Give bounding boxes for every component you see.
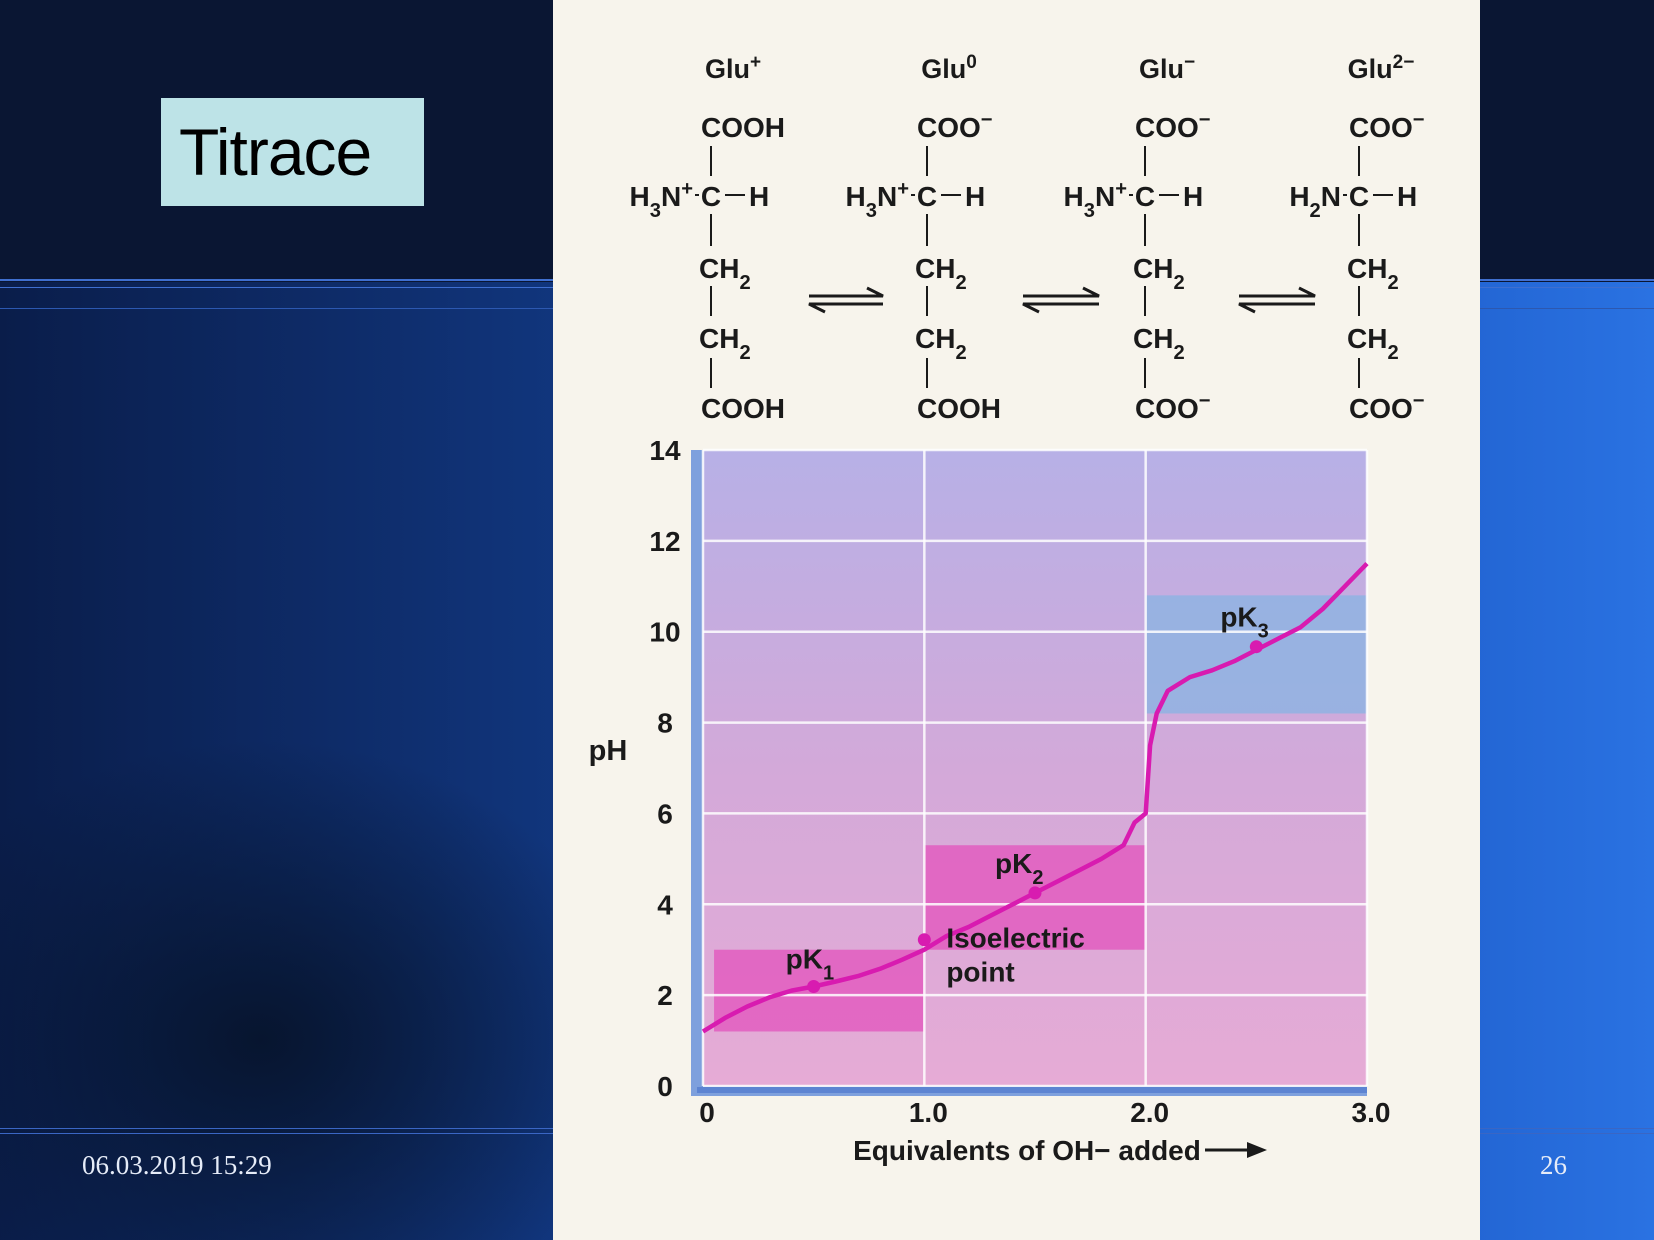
top-group: COO− (1135, 109, 1211, 143)
buffer-band (1145, 595, 1367, 714)
hydrogen: H (965, 181, 985, 212)
slide-page-number: 26 (1540, 1150, 1567, 1180)
hydrogen: H (1397, 181, 1417, 212)
top-group: COO− (1349, 109, 1425, 143)
structure-4: Glu2− COO− H2N C H CH2 CH2 COO− (1289, 52, 1424, 425)
amino-group: H2N (1289, 181, 1341, 222)
structure-2: Glu0 COO− H3N+ C H CH2 CH2 COOH (846, 52, 1002, 425)
y-axis-label: pH (589, 735, 628, 767)
slide-title: Titrace (179, 115, 372, 189)
hydrogen: H (1183, 181, 1203, 212)
titration-figure: Glu+ COOH H3N+ C H CH2 CH2 COOH Glu0 COO− H3N+ C H CH… (553, 0, 1480, 1240)
methylene-group: CH2 (1347, 253, 1399, 294)
methylene-group: CH2 (1133, 253, 1185, 294)
methylene-group: CH2 (699, 253, 751, 294)
pk-point (1249, 640, 1263, 654)
y-tick-label: 10 (649, 617, 680, 648)
structure-name: Glu0 (921, 52, 977, 85)
top-group: COOH (701, 112, 785, 143)
methylene-group: CH2 (1347, 323, 1399, 364)
methylene-group: CH2 (915, 253, 967, 294)
x-tick-label: 1.0 (909, 1097, 948, 1128)
alpha-carbon: C (1349, 181, 1369, 212)
pk-label: pK2 (995, 848, 1043, 889)
pk-point (1028, 886, 1042, 900)
pk-label: pK1 (786, 944, 834, 985)
isoelectric-point-label: Isoelectric point (946, 923, 1085, 988)
y-tick-label: 4 (657, 889, 673, 920)
y-tick-label: 6 (657, 798, 673, 829)
methylene-group: CH2 (699, 323, 751, 364)
pk-label: pK3 (1220, 602, 1268, 643)
side-chain-carboxyl: COOH (701, 393, 785, 424)
structure-name: Glu2− (1348, 52, 1415, 85)
equilibrium-arrow-icon (808, 286, 884, 314)
x-axis-label: Equivalents of OH− added (853, 1135, 1201, 1166)
amino-group: H3N+ (1064, 178, 1127, 222)
x-tick-label: 0 (699, 1097, 715, 1128)
pk-point (807, 980, 821, 994)
arrowhead-icon (1247, 1142, 1267, 1158)
structure-name: Glu− (1139, 52, 1195, 85)
x-tick-label: 2.0 (1130, 1097, 1169, 1128)
y-tick-label: 0 (657, 1071, 673, 1102)
equilibrium-arrow-icon (1022, 286, 1100, 314)
y-tick-label: 2 (657, 980, 673, 1011)
structure-name: Glu+ (705, 52, 761, 85)
side-chain-carboxyl: COO− (1135, 390, 1211, 424)
y-tick-label: 14 (649, 435, 681, 466)
structure-1: Glu+ COOH H3N+ C H CH2 CH2 COOH (630, 52, 786, 425)
y-tick-label: 12 (649, 526, 680, 557)
x-tick-label: 3.0 (1352, 1097, 1391, 1128)
equilibrium-arrows (808, 286, 1316, 314)
side-chain-carboxyl: COO− (1349, 390, 1425, 424)
titration-curve (701, 562, 1369, 1034)
slide-date: 06.03.2019 15:29 (82, 1150, 272, 1180)
amino-group: H3N+ (846, 178, 909, 222)
side-chain-carboxyl: COOH (917, 393, 1001, 424)
y-tick-label: 8 (657, 708, 673, 739)
equilibrium-arrow-icon (1238, 286, 1316, 314)
alpha-carbon: C (701, 181, 721, 212)
hydrogen: H (749, 181, 769, 212)
titration-plot: 0 2 4 6 8 10 12 14 0 1.0 2.0 3.0 pH Equivalents of OH… (589, 435, 1391, 1166)
title-box: Titrace (161, 98, 424, 206)
pk-point (917, 933, 931, 947)
methylene-group: CH2 (915, 323, 967, 364)
alpha-carbon: C (917, 181, 937, 212)
alpha-carbon: C (1135, 181, 1155, 212)
amino-group: H3N+ (630, 178, 693, 222)
methylene-group: CH2 (1133, 323, 1185, 364)
top-group: COO− (917, 109, 993, 143)
structure-3: Glu− COO− H3N+ C H CH2 CH2 COO− (1064, 52, 1211, 425)
